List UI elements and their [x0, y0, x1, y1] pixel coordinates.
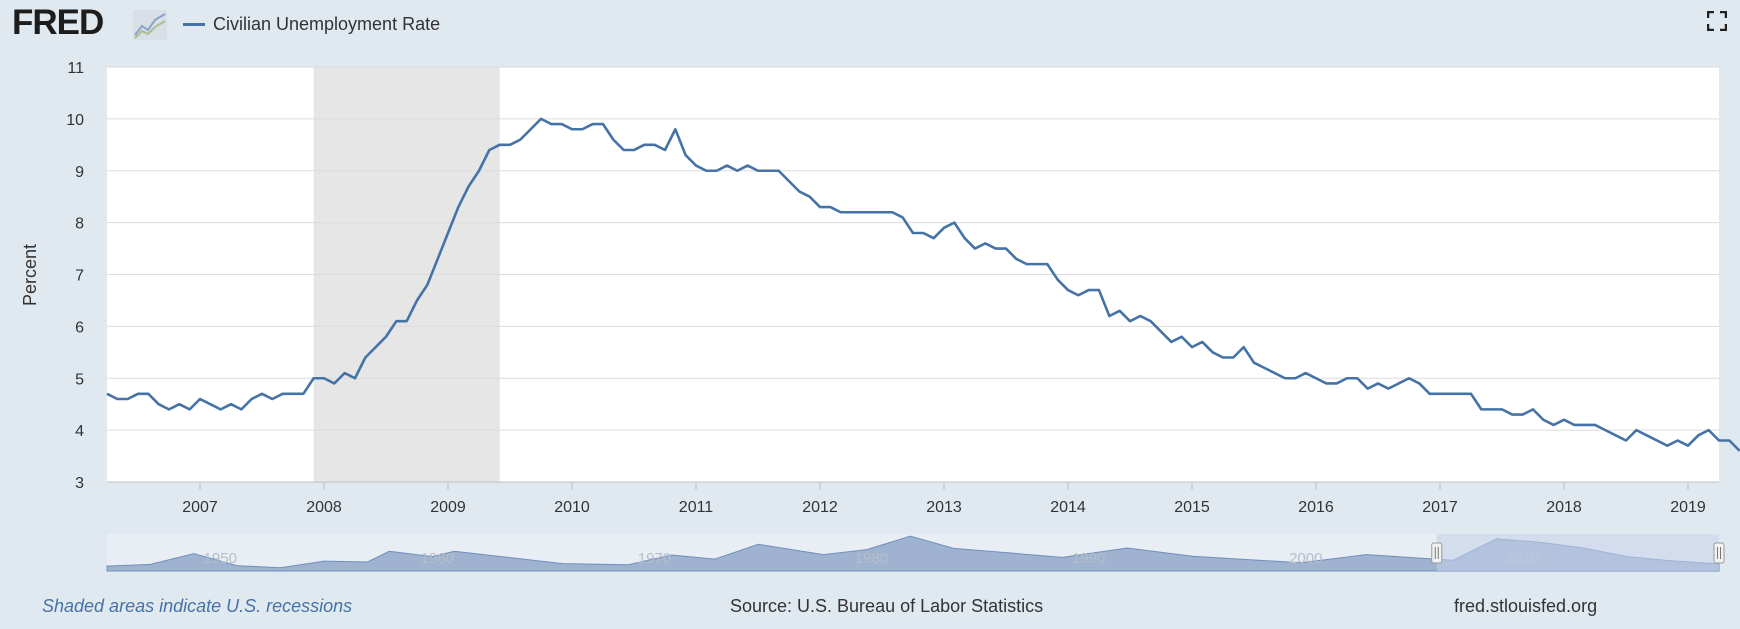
y-tick-label: 11	[67, 60, 84, 77]
y-tick-label: 8	[75, 216, 84, 233]
navigator-label: 1970	[638, 550, 671, 567]
y-tick-label: 3	[75, 475, 84, 492]
x-tick-label: 2014	[1050, 499, 1086, 516]
x-axis: 2007 2008 2009 2010 2011 2012 2013 2014 2015 2016…	[107, 481, 1719, 516]
navigator[interactable]: 1950196019701980199020002010	[106, 534, 1725, 572]
x-tick-label: 2010	[554, 499, 590, 516]
x-tick-label: 2018	[1546, 499, 1582, 516]
x-tick-label: 2011	[679, 499, 714, 516]
navigator-label: 2000	[1289, 550, 1322, 567]
x-tick-label: 2013	[926, 499, 962, 516]
navigator-selection[interactable]	[1436, 534, 1719, 571]
recession-note: Shaded areas indicate U.S. recessions	[42, 596, 353, 616]
navigator-label: 1960	[421, 550, 454, 567]
navigator-handle-left[interactable]	[1431, 542, 1443, 564]
fred-logo[interactable]: FRED	[12, 3, 104, 42]
chart-header: FRED Civilian Unemployment Rate	[0, 0, 1740, 48]
series-layer	[106, 117, 1740, 452]
fullscreen-icon[interactable]	[1707, 11, 1727, 31]
y-tick-label: 5	[75, 371, 84, 388]
y-tick-label: 6	[75, 319, 84, 336]
y-axis: 3 4 5 6 7 8 9 10 11	[66, 60, 84, 492]
x-tick-label: 2009	[430, 499, 466, 516]
x-tick-label: 2016	[1298, 499, 1334, 516]
x-tick-label: 2012	[802, 499, 838, 516]
navigator-label: 1980	[855, 550, 888, 567]
y-tick-label: 7	[75, 268, 84, 285]
source-text: Source: U.S. Bureau of Labor Statistics	[730, 596, 1044, 616]
y-tick-label: 4	[75, 423, 84, 440]
legend-label: Civilian Unemployment Rate	[213, 13, 441, 34]
x-tick-label: 2017	[1422, 499, 1458, 516]
navigator-handle-right[interactable]	[1713, 542, 1725, 564]
legend-swatch	[183, 22, 205, 26]
site-link[interactable]: fred.stlouisfed.org	[1454, 596, 1598, 616]
y-tick-label: 10	[66, 112, 84, 129]
fred-graph-icon	[133, 10, 167, 40]
navigator-label: 1990	[1072, 550, 1105, 567]
y-axis-label: Percent	[20, 244, 40, 306]
legend[interactable]: Civilian Unemployment Rate	[183, 12, 440, 36]
x-tick-label: 2008	[306, 499, 342, 516]
x-tick-label: 2007	[182, 499, 218, 516]
x-tick-label: 2015	[1174, 499, 1210, 516]
series-line	[106, 117, 1740, 452]
navigator-label: 1950	[204, 550, 237, 567]
x-tick-label: 2019	[1670, 499, 1706, 516]
y-tick-label: 9	[75, 164, 84, 181]
